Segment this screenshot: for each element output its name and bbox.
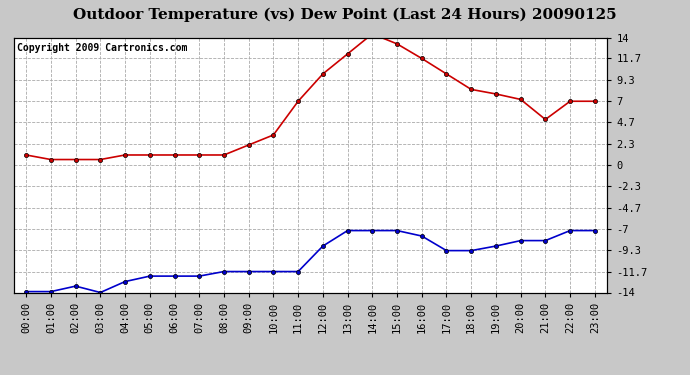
Text: Copyright 2009 Cartronics.com: Copyright 2009 Cartronics.com — [17, 43, 187, 52]
Text: Outdoor Temperature (vs) Dew Point (Last 24 Hours) 20090125: Outdoor Temperature (vs) Dew Point (Last… — [73, 8, 617, 22]
